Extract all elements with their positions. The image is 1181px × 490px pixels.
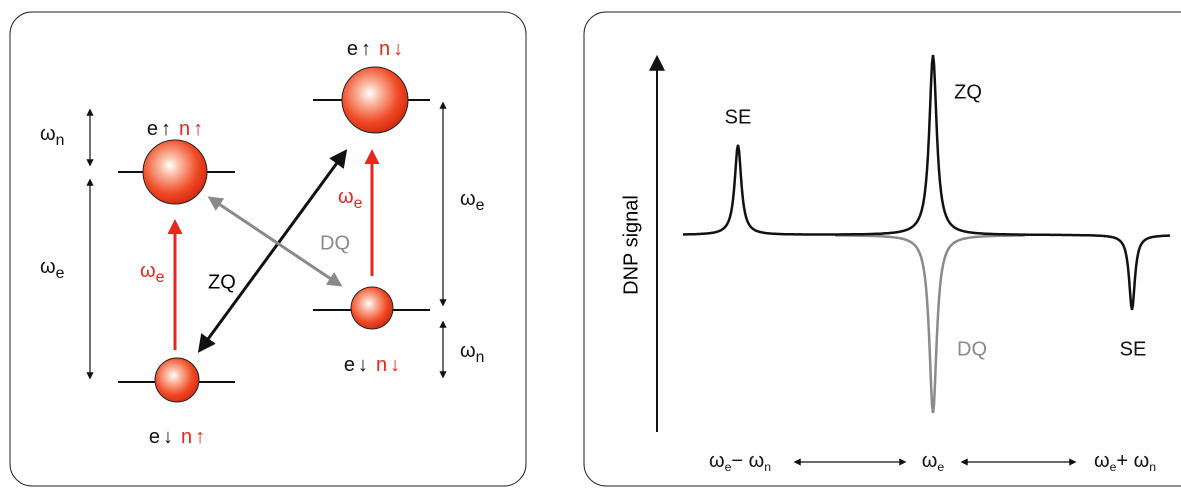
nucleus: n	[179, 118, 190, 140]
symbol: ω	[922, 450, 938, 472]
electron-spin: ↓	[358, 354, 368, 376]
symbol-label: ωe− ωn	[709, 450, 771, 474]
subscript: e	[156, 269, 165, 286]
symbol: ω	[40, 123, 56, 145]
zq-label: ZQ	[208, 271, 236, 293]
nucleus: n	[379, 38, 390, 60]
y-axis-label: DNP signal	[620, 195, 642, 295]
subscript: n	[1149, 460, 1156, 474]
peak-label: SE	[725, 106, 752, 128]
population-sphere	[351, 287, 393, 329]
symbol: ω	[40, 256, 56, 278]
population-sphere	[342, 67, 408, 133]
population-sphere	[143, 140, 207, 204]
nuclear-spin: ↓	[393, 38, 403, 60]
subscript: n	[56, 132, 65, 149]
figure: ZQ DQ e↑n↑e↑n↓e↓n↓e↓n↑ωnωeωeωnωeωe DNP s…	[0, 0, 1181, 490]
symbol: ω	[460, 188, 476, 210]
symbol: ω	[460, 340, 476, 362]
peak-label: SE	[1120, 338, 1147, 360]
symbol: ω	[140, 260, 156, 282]
subscript: e	[937, 460, 944, 474]
peak-label: ZQ	[954, 81, 982, 103]
nucleus: n	[181, 426, 192, 448]
nuclear-spin: ↑	[195, 426, 205, 448]
electron: e	[149, 426, 160, 448]
electron-spin: ↓	[163, 426, 173, 448]
electron-spin: ↑	[161, 118, 171, 140]
symbol: − ω	[731, 450, 764, 472]
symbol-label: ωe+ ωn	[1094, 450, 1156, 474]
symbol: ω	[709, 450, 725, 472]
subscript: e	[56, 265, 65, 282]
subscript: e	[354, 195, 363, 212]
nuclear-spin: ↑	[193, 118, 203, 140]
dq-label: DQ	[320, 232, 350, 254]
symbol: + ω	[1116, 450, 1149, 472]
peak-label: DQ	[957, 338, 987, 360]
subscript: n	[764, 460, 771, 474]
electron-spin: ↑	[361, 38, 371, 60]
population-sphere	[155, 358, 199, 402]
right-panel	[584, 12, 1181, 486]
electron: e	[344, 354, 355, 376]
subscript: n	[476, 349, 485, 366]
subscript: e	[476, 197, 485, 214]
left-panel	[10, 12, 526, 486]
electron: e	[147, 118, 158, 140]
electron: e	[347, 38, 358, 60]
symbol: ω	[338, 186, 354, 208]
nuclear-spin: ↓	[390, 354, 400, 376]
symbol: ω	[1094, 450, 1110, 472]
nucleus: n	[376, 354, 387, 376]
